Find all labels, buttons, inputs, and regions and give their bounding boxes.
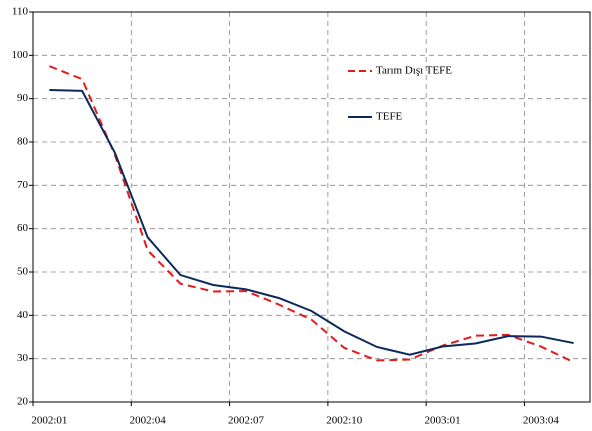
y-tick-label: 80	[17, 136, 29, 148]
x-tick-label: 2002:07	[228, 415, 265, 427]
y-tick-label: 40	[17, 309, 29, 321]
x-tick-label: 2002:10	[326, 415, 363, 427]
y-tick-label: 20	[17, 396, 29, 408]
x-tick-label: 2003:01	[425, 415, 461, 427]
y-tick-label: 90	[17, 92, 29, 104]
legend-label: Tarım Dışı TEFE	[376, 65, 452, 77]
series-line	[49, 89, 574, 356]
x-tick-label: 2003:04	[523, 415, 560, 427]
y-tick-label: 50	[17, 266, 29, 278]
legend-label: TEFE	[376, 111, 403, 123]
x-tick-label: 2002:04	[130, 415, 167, 427]
y-tick-label: 110	[12, 6, 29, 18]
y-tick-label: 60	[17, 222, 29, 234]
plot-frame	[32, 11, 591, 403]
y-tick-label: 100	[12, 49, 29, 61]
y-tick-label: 70	[17, 179, 29, 191]
series-line	[49, 65, 575, 364]
y-tick-label: 30	[17, 352, 29, 364]
x-tick-label: 2002:01	[31, 415, 67, 427]
